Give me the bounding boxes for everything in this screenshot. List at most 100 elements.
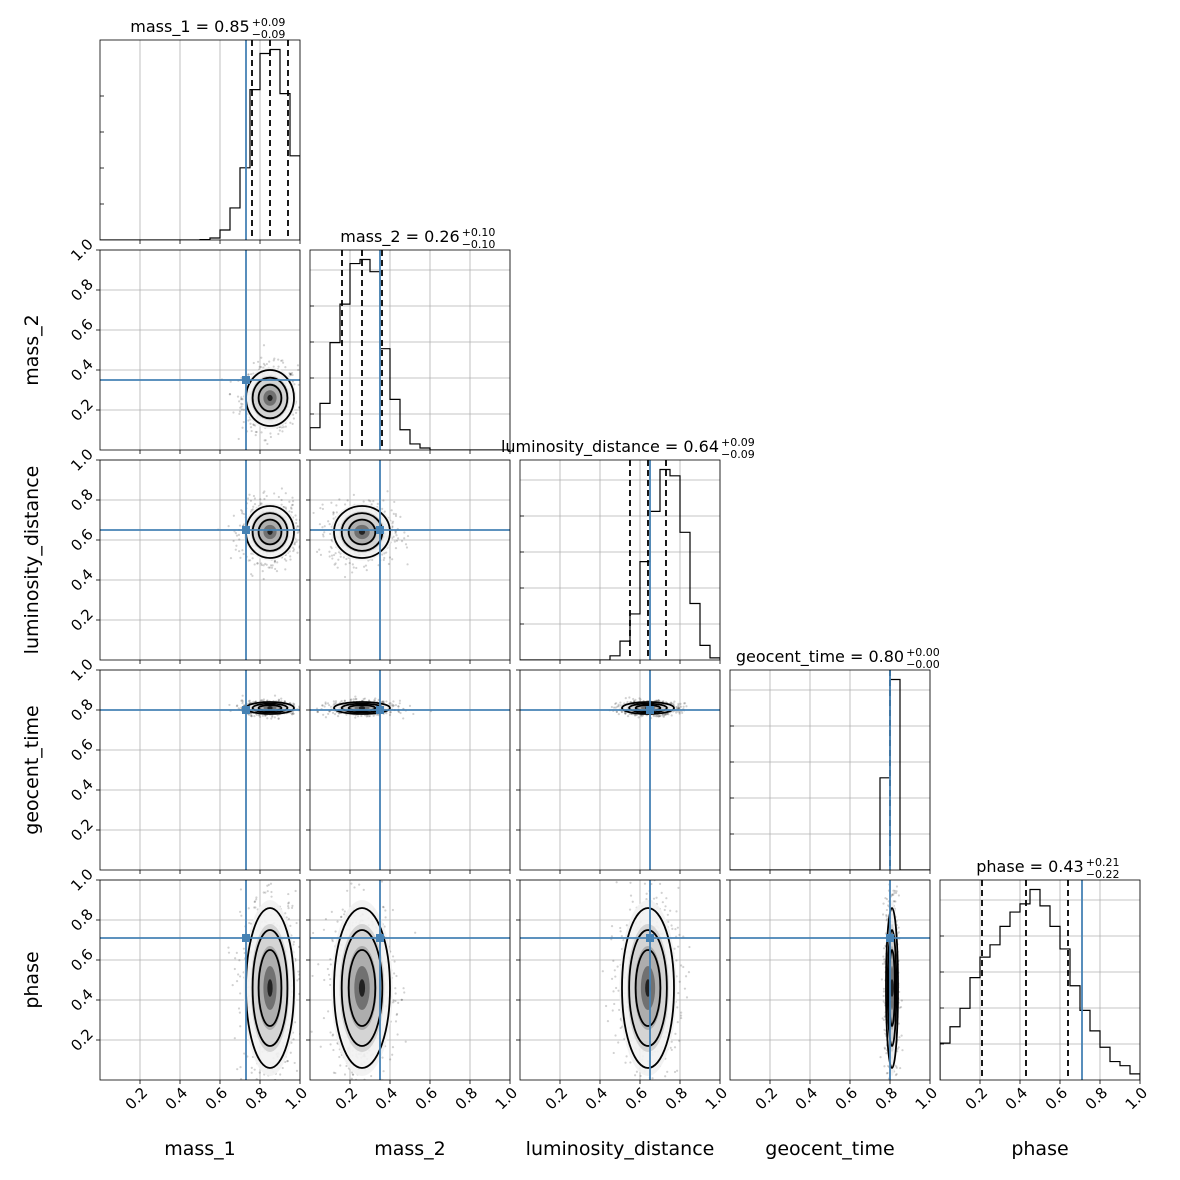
sample-point <box>624 697 627 700</box>
sample-point <box>382 499 385 502</box>
sample-point <box>289 373 292 376</box>
sample-point <box>321 704 324 707</box>
sample-point <box>289 1051 292 1054</box>
sample-point <box>260 431 263 434</box>
sample-point <box>247 373 250 376</box>
sample-point <box>405 546 409 549</box>
sample-point <box>247 907 250 910</box>
sample-point <box>385 712 388 715</box>
sample-point <box>263 439 266 442</box>
sample-point <box>240 914 243 917</box>
sample-point <box>290 712 293 715</box>
sample-point <box>298 406 300 410</box>
sample-point <box>329 545 332 548</box>
sample-point <box>683 702 687 705</box>
sample-point <box>392 535 395 538</box>
sample-point <box>248 559 252 562</box>
sample-point <box>235 534 239 537</box>
sample-point <box>383 556 386 560</box>
sample-point <box>254 434 257 437</box>
sample-point <box>657 699 660 702</box>
sample-point <box>261 462 263 464</box>
sample-point <box>402 717 405 720</box>
sample-point <box>389 711 392 714</box>
sample-point <box>252 494 256 498</box>
sample-point <box>289 374 292 377</box>
sample-point <box>289 924 292 927</box>
sample-point <box>394 703 398 707</box>
sample-point <box>328 710 331 713</box>
sample-point <box>282 425 285 429</box>
sample-point <box>292 548 296 551</box>
sample-point <box>406 563 409 566</box>
sample-point <box>257 714 260 717</box>
sample-point <box>250 715 253 718</box>
sample-point <box>262 344 266 347</box>
title-upper-error: +0.00 <box>906 646 940 659</box>
sample-point <box>677 704 680 707</box>
sample-point <box>352 493 355 497</box>
sample-point <box>344 563 347 566</box>
sample-point <box>277 365 280 368</box>
sample-point <box>238 1011 241 1014</box>
sample-point <box>253 563 256 566</box>
sample-point <box>300 716 302 718</box>
sample-point <box>239 406 242 409</box>
y-tick-label: 0.2 <box>67 395 97 425</box>
sample-point <box>389 702 392 705</box>
panel-frame <box>99 249 301 451</box>
sample-point <box>319 507 322 510</box>
sample-point <box>373 698 376 701</box>
sample-point <box>297 530 300 533</box>
sample-point <box>252 361 255 365</box>
sample-point <box>620 710 623 713</box>
sample-point <box>657 699 660 702</box>
sample-point <box>395 534 398 537</box>
sample-point <box>355 697 358 701</box>
sample-point <box>373 699 376 703</box>
sample-point <box>372 714 375 718</box>
panel-mass_1-mass_2: 0.20.40.60.81.0 <box>67 235 301 464</box>
sample-point <box>397 705 400 708</box>
sample-point <box>365 569 368 572</box>
sample-point <box>250 429 253 433</box>
sample-point <box>264 714 267 718</box>
sample-point <box>338 498 341 501</box>
sample-point <box>394 530 397 533</box>
sample-point <box>265 563 268 566</box>
sample-point <box>291 422 294 425</box>
density-level-4 <box>358 706 366 710</box>
sample-point <box>274 1107 276 1109</box>
sample-point <box>339 552 342 555</box>
truth-marker <box>376 706 384 714</box>
sample-point <box>269 564 273 567</box>
sample-point <box>633 714 637 717</box>
sample-point <box>291 546 295 549</box>
sample-point <box>339 555 342 558</box>
sample-point <box>284 568 287 571</box>
sample-point <box>235 704 239 708</box>
sample-point <box>242 947 245 950</box>
sample-point <box>281 361 285 364</box>
sample-point <box>227 946 230 949</box>
sample-point <box>662 714 666 717</box>
contour-0 <box>333 701 391 715</box>
sample-point <box>266 866 268 868</box>
y-tick-label: 1.0 <box>67 445 97 475</box>
sample-point <box>271 714 274 717</box>
y-tick-label: 0.4 <box>67 565 97 595</box>
sample-point <box>326 702 330 705</box>
sample-point <box>661 714 664 717</box>
sample-point <box>248 921 251 925</box>
sample-point <box>238 410 242 413</box>
panel-mass_1-luminosity_distance: 0.20.40.60.81.0 <box>67 445 301 664</box>
contour-2 <box>347 518 377 546</box>
panel-frame <box>309 249 511 451</box>
sample-point <box>266 717 269 720</box>
sample-point <box>255 430 258 434</box>
sample-point <box>412 712 415 716</box>
sample-point <box>267 883 270 886</box>
sample-point <box>329 532 332 536</box>
sample-point <box>382 701 385 704</box>
sample-point <box>254 430 257 434</box>
